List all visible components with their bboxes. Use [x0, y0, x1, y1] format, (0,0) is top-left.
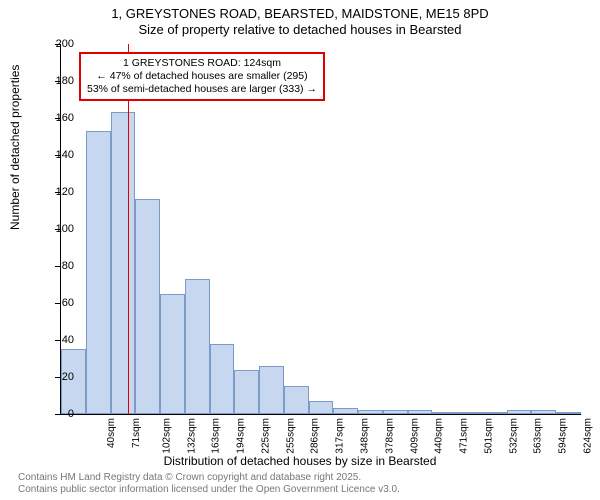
histogram-bar	[482, 412, 507, 414]
xtick-label: 132sqm	[186, 418, 197, 454]
chart-container: 1, GREYSTONES ROAD, BEARSTED, MAIDSTONE,…	[0, 0, 600, 500]
chart-title-line2: Size of property relative to detached ho…	[0, 22, 600, 38]
xtick-label: 194sqm	[236, 418, 247, 454]
xtick-label: 317sqm	[335, 418, 346, 454]
histogram-bar	[383, 410, 408, 414]
histogram-bar	[259, 366, 284, 414]
histogram-bar	[185, 279, 210, 414]
chart-title-line1: 1, GREYSTONES ROAD, BEARSTED, MAIDSTONE,…	[0, 0, 600, 22]
histogram-bar	[457, 412, 482, 414]
histogram-bar	[111, 112, 136, 414]
x-axis-label: Distribution of detached houses by size …	[0, 454, 600, 468]
xtick-label: 102sqm	[161, 418, 172, 454]
xtick-label: 501sqm	[483, 418, 494, 454]
xtick-label: 378sqm	[384, 418, 395, 454]
plot-area: 1 GREYSTONES ROAD: 124sqm← 47% of detach…	[60, 44, 581, 415]
histogram-bar	[284, 386, 309, 414]
histogram-bar	[531, 410, 556, 414]
histogram-bar	[86, 131, 111, 414]
annotation-line: ← 47% of detached houses are smaller (29…	[87, 70, 317, 83]
xtick-label: 409sqm	[409, 418, 420, 454]
xtick-label: 624sqm	[582, 418, 593, 454]
histogram-bar	[234, 370, 259, 414]
annotation-box: 1 GREYSTONES ROAD: 124sqm← 47% of detach…	[79, 52, 325, 101]
footer-line1: Contains HM Land Registry data © Crown c…	[18, 472, 400, 484]
histogram-bar	[309, 401, 334, 414]
xtick-label: 286sqm	[310, 418, 321, 454]
histogram-bar	[432, 412, 457, 414]
footer-line2: Contains public sector information licen…	[18, 484, 400, 496]
annotation-line: 1 GREYSTONES ROAD: 124sqm	[87, 57, 317, 70]
xtick-label: 532sqm	[508, 418, 519, 454]
xtick-label: 255sqm	[285, 418, 296, 454]
xtick-label: 594sqm	[558, 418, 569, 454]
xtick-label: 40sqm	[106, 418, 117, 448]
histogram-bar	[507, 410, 532, 414]
xtick-label: 163sqm	[211, 418, 222, 454]
histogram-bar	[556, 412, 581, 414]
histogram-bar	[210, 344, 235, 414]
xtick-label: 71sqm	[131, 418, 142, 448]
histogram-bar	[135, 199, 160, 414]
footer-attribution: Contains HM Land Registry data © Crown c…	[18, 472, 400, 496]
histogram-bar	[333, 408, 358, 414]
xtick-label: 440sqm	[434, 418, 445, 454]
histogram-bar	[408, 410, 433, 414]
xtick-label: 471sqm	[459, 418, 470, 454]
xtick-label: 348sqm	[360, 418, 371, 454]
histogram-bar	[358, 410, 383, 414]
annotation-line: 53% of semi-detached houses are larger (…	[87, 83, 317, 96]
histogram-bar	[160, 294, 185, 414]
xtick-label: 563sqm	[533, 418, 544, 454]
y-axis-label: Number of detached properties	[8, 65, 22, 230]
xtick-label: 225sqm	[261, 418, 272, 454]
